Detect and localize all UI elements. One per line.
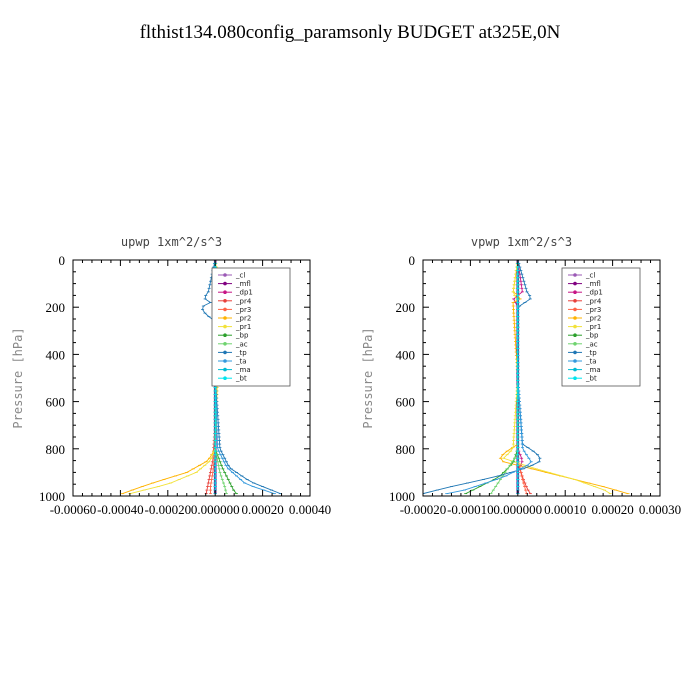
chart-vpwp: vpwp 1xm^2/s^3 Pressure [hPa] -0.00020 -0.0… — [361, 235, 681, 517]
x-tick-label: -0.00060 — [50, 502, 97, 517]
y-tick-label: 0 — [59, 253, 66, 268]
y-axis-label: Pressure [hPa] — [11, 327, 25, 428]
x-tick-label: 0.00040 — [289, 502, 331, 517]
chart-title: vpwp 1xm^2/s^3 — [471, 235, 572, 249]
legend-marker — [223, 367, 227, 372]
legend-label: _dp1 — [235, 289, 253, 297]
page-title: flthist134.080config_paramsonly BUDGET a… — [139, 22, 561, 43]
legend-marker — [573, 316, 577, 320]
x-tick-label: 0.00010 — [544, 502, 586, 517]
legend-marker — [573, 333, 577, 338]
legend-marker — [573, 281, 577, 286]
legend-marker — [223, 307, 227, 312]
legend-label: _tp — [585, 349, 597, 357]
x-tick-label: -0.00020 — [145, 502, 192, 517]
legend-label: _tp — [235, 349, 247, 357]
y-tick-label: 1000 — [389, 489, 415, 504]
legend-label: _ac — [235, 340, 248, 348]
x-tick-label: -0.00020 — [400, 502, 447, 517]
y-tick-label: 800 — [396, 442, 416, 457]
legend-label: _ta — [585, 358, 597, 366]
legend-label: _bt — [585, 375, 597, 383]
series-group — [423, 260, 630, 495]
x-tick-label: -0.00010 — [447, 502, 494, 517]
legend-label: _ta — [235, 358, 247, 366]
legend-marker — [223, 290, 227, 295]
x-tick-label: 0.000000 — [191, 502, 240, 517]
y-tick-label: 600 — [396, 395, 416, 410]
legend-label: _cl — [235, 272, 245, 280]
legend-label: _pr3 — [235, 306, 251, 314]
legend-marker — [573, 367, 577, 372]
legend-label: _pr1 — [235, 323, 251, 331]
legend: _cl_mfl_dp1_pr4_pr3_pr2_pr1_bp_ac_tp_ta_… — [211, 267, 291, 387]
legend-marker — [223, 316, 227, 320]
chart-title: upwp 1xm^2/s^3 — [121, 235, 222, 249]
legend-label: _pr4 — [585, 297, 602, 305]
legend-label: _pr4 — [235, 297, 252, 305]
legend-label: _ac — [585, 340, 598, 348]
y-tick-label: 1000 — [39, 489, 65, 504]
y-tick-label: 400 — [396, 347, 416, 362]
y-tick-label: 0 — [409, 253, 416, 268]
x-tick-label: 0.00030 — [639, 502, 681, 517]
x-tick-label: 0.00020 — [591, 502, 633, 517]
legend-label: _bt — [235, 375, 247, 383]
legend-label: _mfl — [235, 280, 251, 288]
y-tick-label: 400 — [46, 347, 66, 362]
x-tick-label: 0.000000 — [493, 502, 542, 517]
legend-marker — [573, 359, 577, 363]
x-tick-label: 0.00020 — [241, 502, 283, 517]
legend-label: _pr3 — [585, 306, 601, 314]
legend-label: _pr2 — [585, 315, 601, 323]
legend-marker — [223, 376, 227, 381]
y-axis-label: Pressure [hPa] — [361, 327, 375, 428]
legend-marker — [223, 342, 227, 346]
legend-marker — [573, 273, 577, 277]
legend-marker — [573, 299, 577, 303]
legend-label: _mfl — [585, 280, 601, 288]
legend-marker — [223, 350, 227, 355]
legend-label: _cl — [585, 272, 595, 280]
y-tick-label: 800 — [46, 442, 66, 457]
series-line-bp — [465, 260, 519, 495]
legend-label: _ma — [235, 366, 251, 374]
y-tick-label: 200 — [396, 300, 416, 315]
legend-marker — [573, 290, 577, 295]
legend-marker — [223, 281, 227, 286]
legend-marker — [573, 342, 577, 346]
legend-label: _pr2 — [235, 315, 251, 323]
legend: _cl_mfl_dp1_pr4_pr3_pr2_pr1_bp_ac_tp_ta_… — [561, 267, 641, 387]
legend-marker — [573, 376, 577, 381]
legend-label: _pr1 — [585, 323, 601, 331]
y-tick-label: 600 — [46, 395, 66, 410]
legend-label: _dp1 — [585, 289, 603, 297]
legend-label: _bp — [585, 332, 599, 340]
legend-marker — [573, 307, 577, 312]
legend-label: _ma — [585, 366, 601, 374]
legend-marker — [223, 324, 227, 329]
legend-label: _bp — [235, 332, 249, 340]
legend-marker — [573, 324, 577, 329]
legend-marker — [223, 359, 227, 363]
x-tick-label: -0.00040 — [97, 502, 144, 517]
legend-marker — [223, 273, 227, 277]
y-tick-label: 200 — [46, 300, 66, 315]
legend-marker — [573, 350, 577, 355]
legend-marker — [223, 299, 227, 303]
legend-marker — [223, 333, 227, 338]
